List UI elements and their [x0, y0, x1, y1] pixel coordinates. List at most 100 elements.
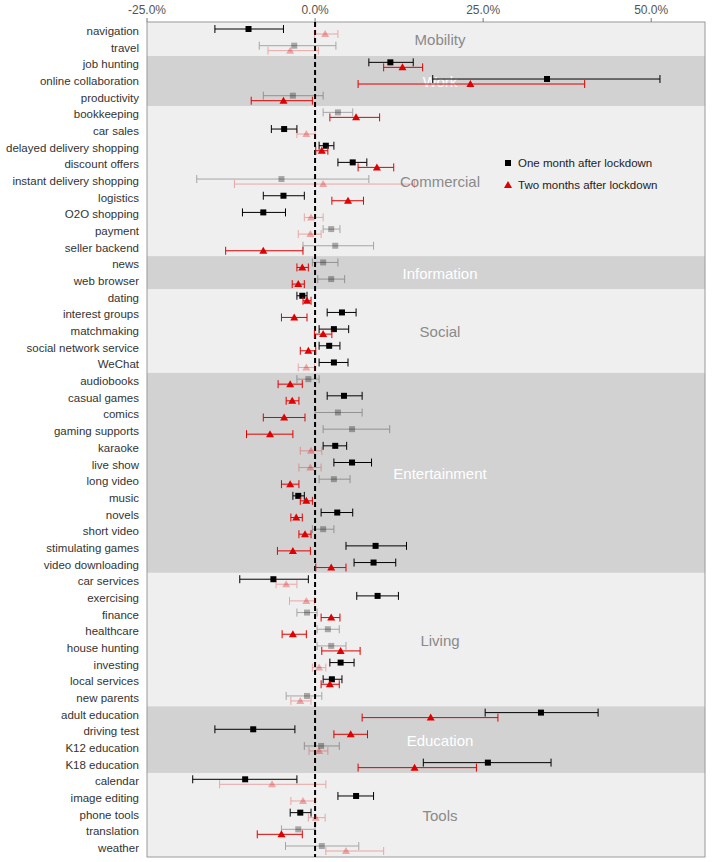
- error-bar: [281, 313, 307, 321]
- error-bar: [330, 113, 380, 121]
- ci-cap: [304, 192, 305, 200]
- error-bar: [369, 58, 413, 66]
- error-bar: [314, 30, 338, 38]
- point: [538, 710, 544, 716]
- ci-cap: [271, 125, 272, 133]
- point: [304, 347, 312, 354]
- ci-cap: [337, 158, 338, 166]
- error-bar: [319, 358, 348, 366]
- ci-cap: [333, 142, 334, 150]
- category-label: car services: [78, 575, 140, 587]
- ci-cap: [304, 413, 305, 421]
- error-bar: [384, 63, 423, 71]
- ci-cap: [317, 642, 318, 650]
- ci-cap: [329, 113, 330, 121]
- ci-cap: [325, 780, 326, 788]
- error-bar: [293, 492, 304, 500]
- error-bar: [303, 242, 374, 250]
- point: [282, 580, 290, 587]
- error-bar: [319, 342, 340, 350]
- error-bar: [281, 480, 298, 488]
- point: [280, 413, 288, 420]
- category-label: job hunting: [82, 58, 139, 70]
- ci-cap: [598, 709, 599, 717]
- point: [288, 397, 296, 404]
- error-bar: [297, 263, 308, 271]
- ci-cap: [307, 313, 308, 321]
- point: [302, 363, 310, 370]
- ci-cap: [373, 792, 374, 800]
- group-band: [147, 373, 705, 573]
- ci-cap: [333, 730, 334, 738]
- ci-cap: [286, 397, 287, 405]
- ci-cap: [551, 759, 552, 767]
- ci-cap: [310, 547, 311, 555]
- ci-cap: [286, 692, 287, 700]
- point: [331, 476, 337, 482]
- point: [299, 293, 305, 299]
- category-label: driving test: [83, 725, 139, 737]
- group-label: Tools: [422, 807, 457, 824]
- ci-cap: [298, 480, 299, 488]
- point: [326, 680, 334, 687]
- point: [319, 180, 327, 187]
- error-bar: [300, 347, 315, 355]
- point: [321, 30, 329, 37]
- ci-cap: [362, 392, 363, 400]
- category-label: payment: [95, 225, 140, 237]
- point: [302, 597, 310, 604]
- group-label: Living: [420, 632, 459, 649]
- ci-cap: [373, 242, 374, 250]
- error-bar: [297, 130, 315, 138]
- error-bar: [357, 592, 399, 600]
- error-bar: [354, 559, 396, 567]
- error-bar: [323, 425, 390, 433]
- ci-cap: [362, 408, 363, 416]
- group-band: [147, 106, 705, 256]
- ci-cap: [358, 842, 359, 850]
- ci-cap: [219, 780, 220, 788]
- error-bar: [326, 847, 384, 855]
- error-bar: [291, 697, 311, 705]
- point: [373, 163, 381, 170]
- category-label: calendar: [95, 775, 139, 787]
- ci-cap: [290, 514, 291, 522]
- point: [301, 530, 309, 537]
- ci-cap: [315, 147, 316, 155]
- ci-cap: [352, 509, 353, 517]
- ci-cap: [234, 180, 235, 188]
- ci-cap: [346, 442, 347, 450]
- ci-cap: [339, 625, 340, 633]
- point: [328, 226, 334, 232]
- error-bar: [338, 158, 367, 166]
- error-bar: [318, 275, 345, 283]
- error-bar: [314, 330, 331, 338]
- ci-cap: [251, 97, 252, 105]
- category-label: K12 education: [65, 742, 139, 754]
- error-bar: [193, 775, 297, 783]
- ci-cap: [383, 63, 384, 71]
- category-label: casual games: [68, 392, 139, 404]
- point: [286, 480, 294, 487]
- error-bar: [298, 363, 314, 371]
- point: [349, 460, 355, 466]
- category-label: stimulating games: [46, 542, 139, 554]
- error-bar: [281, 825, 315, 833]
- ci-cap: [308, 575, 309, 583]
- ci-cap: [308, 263, 309, 271]
- error-bar: [327, 308, 356, 316]
- category-label: web browser: [73, 275, 139, 287]
- point: [298, 263, 306, 270]
- group-label: Entertainment: [393, 465, 487, 482]
- ci-cap: [283, 25, 284, 33]
- ci-cap: [367, 730, 368, 738]
- point: [427, 714, 435, 721]
- point: [350, 159, 356, 165]
- error-bar: [304, 742, 339, 750]
- ci-cap: [321, 647, 322, 655]
- ci-cap: [298, 464, 299, 472]
- category-label: long video: [87, 475, 139, 487]
- error-bar: [321, 680, 339, 688]
- ci-cap: [239, 575, 240, 583]
- group-label: Commercial: [400, 173, 480, 190]
